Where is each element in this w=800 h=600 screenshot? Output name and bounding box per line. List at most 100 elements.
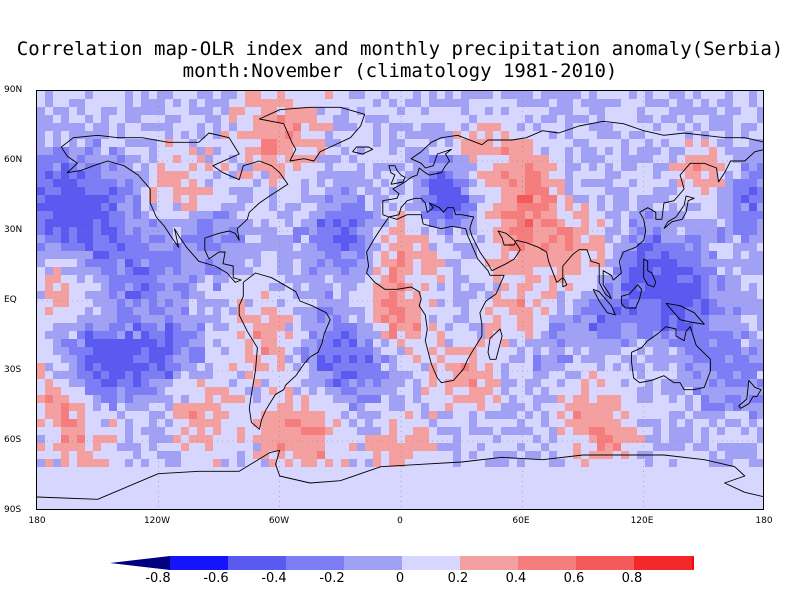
field-cell [581,235,590,244]
field-cell [501,99,510,108]
field-cell [693,291,702,300]
field-cell [421,411,430,420]
field-cell [701,331,710,340]
field-cell [93,435,102,444]
field-cell [61,251,70,260]
field-cell [605,139,614,148]
field-cell [549,379,558,388]
field-cell [205,339,214,348]
field-cell [93,491,102,500]
field-cell [261,507,270,509]
field-cell [677,347,686,356]
field-cell [349,491,358,500]
field-cell [69,299,78,308]
lat-label-30s: 30S [4,365,22,375]
field-cell [517,299,526,308]
field-cell [413,243,422,252]
field-cell [317,211,326,220]
field-cell [405,435,414,444]
field-cell [301,499,310,508]
field-cell [405,315,414,324]
field-cell [437,363,446,372]
field-cell [645,291,654,300]
field-cell [421,187,430,196]
field-cell [421,139,430,148]
field-cell [293,187,302,196]
field-cell [509,291,518,300]
field-cell [37,491,46,500]
field-cell [437,315,446,324]
field-cell [693,347,702,356]
lon-label-60w: 60W [268,516,290,526]
field-cell [133,467,142,476]
field-cell [701,243,710,252]
field-cell [349,363,358,372]
field-cell [61,499,70,508]
field-cell [509,131,518,140]
field-cell [229,331,238,340]
field-cell [557,243,566,252]
field-cell [189,499,198,508]
field-cell [493,427,502,436]
field-cell [365,251,374,260]
field-cell [37,347,46,356]
field-cell [157,275,166,284]
field-cell [285,395,294,404]
field-cell [637,179,646,188]
field-cell [133,355,142,364]
field-cell [61,227,70,236]
field-cell [437,331,446,340]
field-cell [453,283,462,292]
field-cell [61,315,70,324]
field-cell [733,467,742,476]
field-cell [277,163,286,172]
field-cell [477,227,486,236]
field-cell [341,419,350,428]
field-cell [125,107,134,116]
field-cell [381,491,390,500]
field-cell [341,259,350,268]
field-cell [701,395,710,404]
field-cell [285,195,294,204]
field-cell [157,107,166,116]
field-cell [413,147,422,156]
field-cell [445,403,454,412]
field-cell [413,475,422,484]
field-cell [301,475,310,484]
field-cell [693,195,702,204]
field-cell [93,203,102,212]
field-cell [733,179,742,188]
field-cell [325,243,334,252]
field-cell [517,187,526,196]
field-cell [269,243,278,252]
field-cell [277,155,286,164]
field-cell [541,443,550,452]
field-cell [597,427,606,436]
field-cell [301,427,310,436]
field-cell [125,139,134,148]
field-cell [501,403,510,412]
field-cell [117,491,126,500]
field-cell [229,435,238,444]
field-cell [301,411,310,420]
field-cell [213,179,222,188]
field-cell [693,443,702,452]
field-cell [117,163,126,172]
field-cell [709,139,718,148]
field-cell [453,323,462,332]
field-cell [661,499,670,508]
field-cell [301,195,310,204]
field-cell [285,179,294,188]
field-cell [557,507,566,509]
field-cell [725,219,734,228]
field-cell [429,419,438,428]
field-cell [629,227,638,236]
field-cell [237,339,246,348]
field-cell [309,251,318,260]
field-cell [349,123,358,132]
field-cell [365,443,374,452]
field-cell [245,171,254,180]
field-cell [461,195,470,204]
field-cell [533,475,542,484]
field-cell [597,387,606,396]
